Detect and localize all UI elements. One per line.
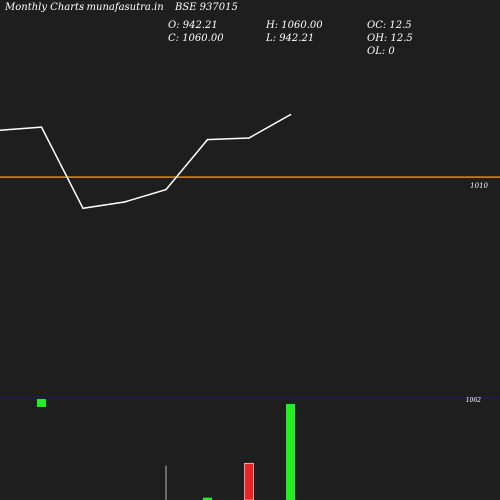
volume-bar	[203, 497, 212, 500]
low-value: L: 942.21	[266, 33, 315, 44]
volume-reference-label: 1062	[466, 397, 481, 404]
price-point	[206, 138, 209, 141]
ol-value: OL: 0	[367, 46, 395, 57]
price-line	[0, 113, 291, 210]
price-point	[82, 207, 84, 210]
price-point	[248, 137, 250, 139]
price-point	[123, 201, 126, 203]
price-point	[289, 113, 292, 116]
source-site: - munafasutra.in	[80, 2, 164, 13]
chart-brand: Monthly Charts	[5, 2, 85, 13]
volume-bar	[37, 399, 46, 407]
price-point	[165, 188, 167, 191]
close-value: C: 1060.00	[168, 33, 224, 44]
oh-value: OH: 12.5	[367, 33, 413, 44]
reference-line-label: 1010	[470, 182, 488, 190]
price-point	[40, 126, 43, 128]
price-point	[0, 129, 1, 132]
volume-bar	[286, 403, 295, 500]
oc-value: OC: 12.5	[367, 20, 412, 31]
volume-bar	[165, 465, 167, 500]
high-value: H: 1060.00	[266, 20, 323, 31]
volume-bar	[244, 462, 254, 500]
symbol-label: BSE 937015	[175, 2, 238, 13]
open-value: O: 942.21	[168, 20, 218, 31]
